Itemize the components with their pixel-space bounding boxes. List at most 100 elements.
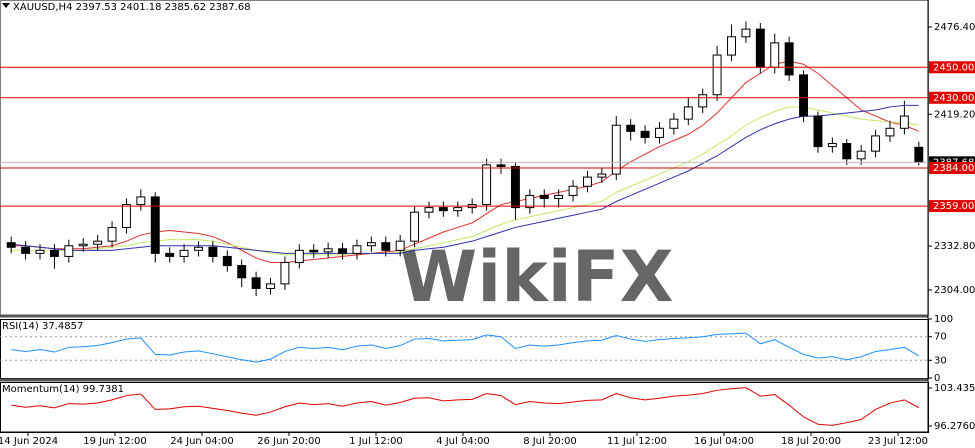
level-label: 2430.00: [933, 93, 974, 104]
level-label: 2359.00: [933, 201, 974, 212]
candle-body: [510, 165, 520, 209]
candle-body: [626, 124, 636, 132]
candle-body: [64, 245, 74, 257]
candle-body: [482, 164, 492, 206]
x-tick-label: 8 Jul 20:00: [523, 436, 577, 447]
candle-body: [597, 173, 607, 178]
candle-body: [453, 207, 463, 212]
y-tick-label: 2304.00: [934, 285, 975, 296]
level-label-box: [929, 161, 975, 174]
level-label-box: [929, 200, 975, 213]
candle-body: [554, 194, 564, 199]
moving-average: [11, 106, 919, 256]
candle-body: [669, 118, 679, 129]
candle-body: [107, 226, 117, 242]
moving-average: [11, 60, 919, 264]
y-tick-label: 0: [934, 373, 940, 384]
candle-body: [35, 249, 45, 254]
x-tick-label: 18 Jul 20:00: [781, 436, 841, 447]
candle-body: [842, 143, 852, 160]
x-tick-label: 24 Jun 04:00: [170, 436, 234, 447]
candle-body: [611, 124, 621, 175]
candle-body: [712, 54, 722, 96]
indicator-line: [11, 387, 920, 426]
indicator-title: Momentum(14) 99.7381: [2, 384, 124, 395]
candle-body: [309, 249, 319, 253]
candle-body: [136, 196, 146, 206]
candle-body: [741, 28, 751, 38]
candle-body: [496, 164, 506, 167]
candle-body: [280, 262, 290, 285]
x-tick-label: 23 Jul 12:00: [868, 436, 928, 447]
candle-body: [683, 106, 693, 120]
candle-body: [410, 211, 420, 242]
candle-body: [194, 246, 203, 251]
candle-body: [121, 204, 131, 228]
level-label-box: [929, 91, 975, 104]
candle-body: [899, 115, 909, 129]
candle-body: [827, 143, 837, 148]
menu-arrow: [2, 3, 10, 8]
level-label: 2450.00: [933, 62, 974, 73]
candle-body: [222, 255, 232, 267]
candle-body: [640, 130, 650, 138]
y-tick-label: 30: [934, 355, 947, 366]
candle-body: [813, 115, 823, 148]
candle-body: [323, 248, 333, 253]
candle-body: [770, 42, 780, 68]
x-tick-label: 1 Jul 12:00: [349, 436, 403, 447]
candle-body: [799, 74, 809, 117]
candle-body: [871, 135, 881, 152]
candle-body: [6, 242, 16, 248]
y-tick-label: 2476.40: [934, 22, 975, 33]
candle-body: [525, 194, 535, 209]
y-tick-label: 2419.20: [934, 109, 975, 120]
candle-body: [755, 28, 765, 68]
candle-body: [914, 146, 924, 163]
candle-body: [251, 277, 261, 289]
chart-title: XAUUSD,H4 2397.53 2401.18 2385.62 2387.6…: [13, 2, 251, 13]
x-tick-label: 11 Jul 12:00: [607, 436, 667, 447]
indicator-line: [11, 332, 920, 363]
watermark: WikiFX: [400, 236, 674, 318]
candle-body: [381, 242, 391, 251]
moving-average: [11, 104, 919, 254]
indicator-title: RSI(14) 37.4857: [2, 321, 83, 332]
candle-body: [237, 265, 247, 279]
x-tick-label: 26 Jun 20:00: [257, 436, 321, 447]
candle-body: [93, 240, 103, 245]
candle-body: [338, 248, 348, 254]
candle-body: [698, 94, 708, 108]
candle-body: [424, 207, 434, 213]
candle-body: [266, 283, 275, 289]
level-label-box: [929, 61, 975, 74]
candle-body: [165, 252, 175, 257]
candle-body: [294, 249, 304, 264]
candle-body: [49, 249, 59, 257]
candle-body: [568, 185, 578, 196]
candle-body: [655, 127, 664, 138]
candle-body: [784, 42, 794, 76]
candle-body: [78, 243, 88, 247]
y-tick-label: 100: [934, 314, 953, 325]
candle-body: [366, 242, 376, 247]
candle-body: [208, 246, 218, 257]
candle-body: [438, 207, 448, 212]
x-tick-label: 4 Jul 04:00: [436, 436, 490, 447]
candle-body: [21, 246, 31, 254]
x-tick-label: 14 Jun 2024: [0, 436, 58, 447]
candle-body: [727, 36, 736, 56]
candle-body: [582, 176, 592, 187]
candle-body: [150, 196, 160, 254]
y-tick-label: 103.4354: [934, 383, 975, 394]
level-label: 2384.00: [933, 163, 974, 174]
candle-body: [352, 245, 362, 254]
x-tick-label: 16 Jul 04:00: [694, 436, 754, 447]
candle-body: [885, 127, 895, 137]
candle-body: [179, 249, 189, 257]
candle-body: [856, 150, 866, 160]
candle-body: [539, 194, 549, 199]
y-tick-label: 2332.80: [934, 241, 975, 252]
